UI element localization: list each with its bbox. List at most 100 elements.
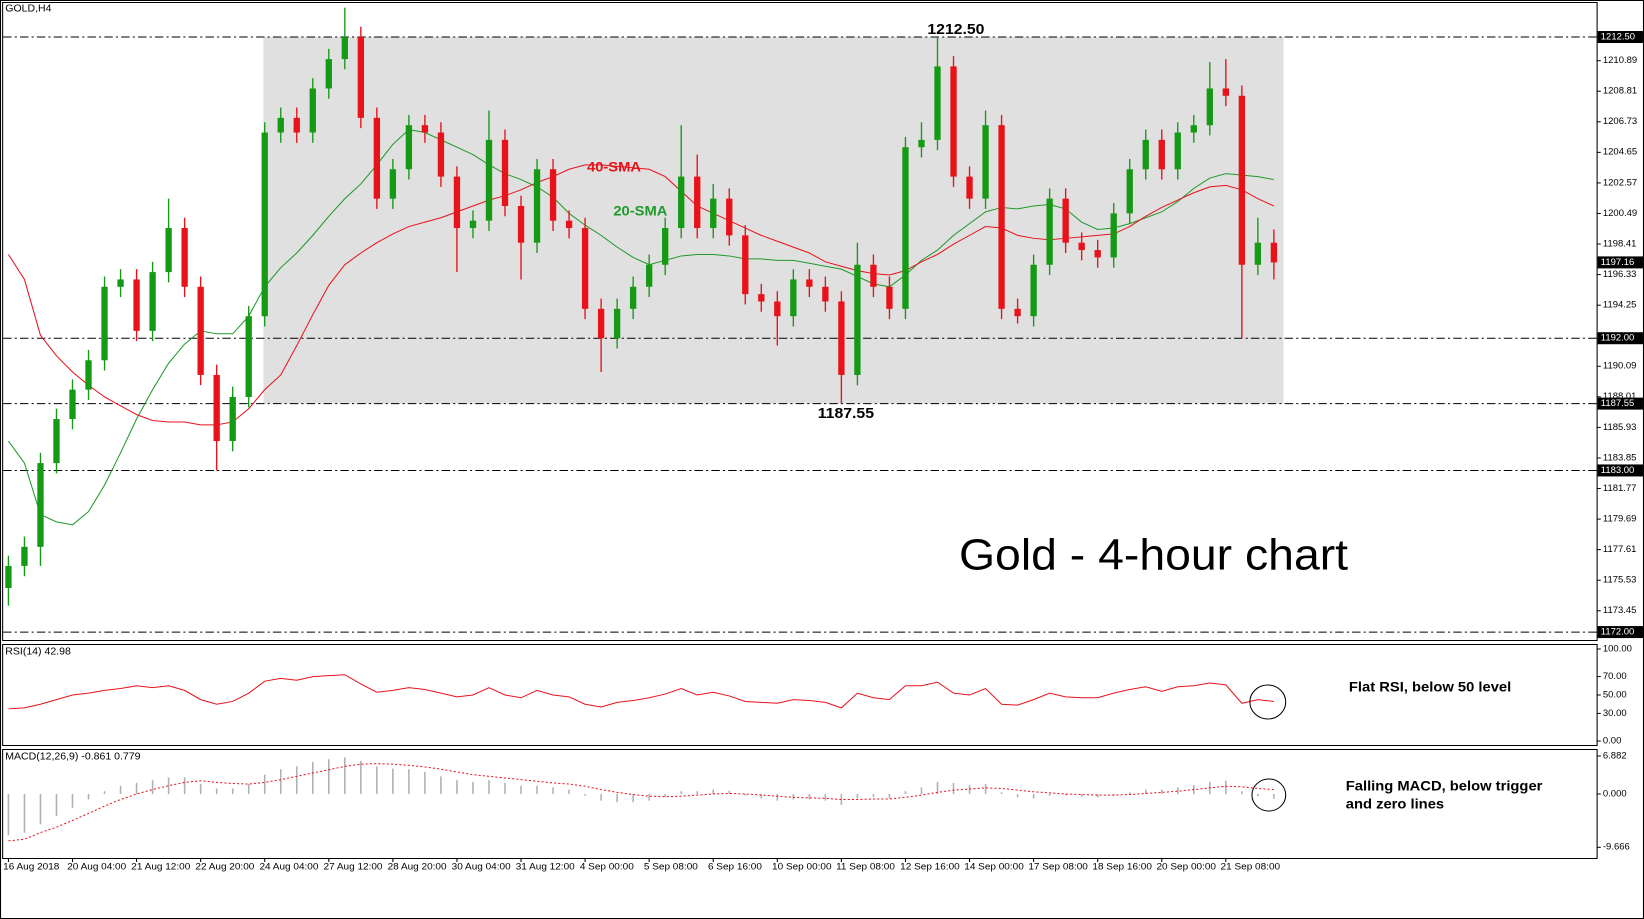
- rsi-title: RSI(14) 42.98: [5, 647, 71, 658]
- level-label: 1192.00: [1601, 333, 1635, 343]
- candle-body: [1270, 242, 1278, 263]
- x-tick-label: 27 Aug 12:00: [324, 862, 384, 873]
- candle-body: [597, 308, 605, 339]
- candle-body: [69, 389, 76, 420]
- x-tick-label: 18 Sep 16:00: [1092, 862, 1152, 873]
- candle-body: [1174, 132, 1181, 170]
- candle-body: [1190, 125, 1197, 133]
- x-tick-label: 22 Aug 20:00: [195, 862, 255, 873]
- level-box: [1597, 397, 1643, 410]
- y-tick-label: 1175.53: [1603, 575, 1637, 585]
- candle-body: [982, 125, 989, 199]
- x-tick-label: 10 Sep 00:00: [772, 862, 832, 873]
- macd-title: MACD(12,26,9) -0.861 0.779: [5, 752, 141, 763]
- y-tick-label: -9.666: [1603, 842, 1630, 852]
- candle-body: [1222, 88, 1229, 96]
- candle-body: [5, 565, 12, 588]
- y-tick-label: 100.00: [1603, 644, 1632, 654]
- candle-body: [1030, 264, 1037, 317]
- candle-body: [133, 279, 140, 331]
- candle-body: [870, 264, 877, 287]
- x-tick-label: 12 Sep 16:00: [900, 862, 960, 873]
- y-tick-label: 1196.33: [1603, 269, 1637, 279]
- y-tick-label: 1177.61: [1603, 544, 1637, 554]
- candle-body: [1014, 308, 1021, 317]
- x-tick-label: 30 Aug 04:00: [452, 862, 512, 873]
- candle-body: [678, 176, 685, 229]
- candle-body: [613, 308, 621, 339]
- y-tick-label: 1183.85: [1603, 453, 1637, 463]
- candle-body: [886, 286, 893, 309]
- candle-body: [934, 66, 941, 140]
- y-tick-label: 1185.93: [1603, 422, 1637, 432]
- candle-body: [581, 228, 589, 309]
- y-tick-label: 1206.73: [1603, 116, 1637, 126]
- candle-body: [1238, 95, 1246, 265]
- candle-body: [437, 132, 445, 177]
- candle-body: [742, 235, 749, 295]
- y-tick-label: 1188.01: [1603, 391, 1637, 401]
- candle-body: [181, 228, 188, 287]
- candle-body: [1094, 250, 1101, 258]
- candle-body: [165, 228, 172, 273]
- last-price-label: 1197.16: [1601, 257, 1635, 267]
- y-tick-label: 1204.65: [1603, 147, 1637, 157]
- candle-body: [998, 125, 1005, 309]
- candle-body: [1158, 139, 1165, 170]
- high-annotation: 1212.50: [927, 21, 984, 38]
- candle-body: [405, 125, 413, 170]
- candle-body: [1126, 169, 1133, 214]
- y-tick-label: 0.000: [1603, 789, 1627, 799]
- y-tick-label: 1179.69: [1603, 514, 1637, 524]
- candle-body: [117, 279, 124, 287]
- candle-body: [245, 316, 252, 397]
- x-tick-label: 16 Aug 2018: [3, 862, 59, 873]
- x-tick-label: 4 Sep 00:00: [580, 862, 635, 873]
- candle-body: [694, 176, 701, 229]
- candle-body: [1110, 213, 1117, 258]
- candle-body: [309, 88, 316, 133]
- y-tick-label: 1200.49: [1603, 208, 1637, 218]
- candle-body: [197, 286, 204, 375]
- candle-body: [565, 220, 573, 229]
- y-tick-label: 1173.45: [1603, 605, 1637, 615]
- candle-body: [453, 176, 461, 229]
- x-tick-label: 20 Aug 04:00: [67, 862, 127, 873]
- x-tick-label: 5 Sep 08:00: [644, 862, 699, 873]
- candle-body: [325, 59, 332, 89]
- candle-body: [501, 139, 509, 206]
- candle-body: [229, 396, 236, 442]
- y-tick-label: 1194.25: [1603, 300, 1637, 310]
- level-label: 1212.50: [1601, 32, 1635, 42]
- candle-body: [806, 279, 813, 287]
- candle-body: [726, 198, 733, 236]
- macd-annotation: Falling MACD, below trigger: [1346, 779, 1543, 795]
- candle-body: [1206, 88, 1213, 126]
- x-tick-label: 24 Aug 04:00: [259, 862, 319, 873]
- candle-body: [646, 264, 653, 287]
- x-tick-label: 17 Sep 08:00: [1028, 862, 1088, 873]
- level-box: [1597, 332, 1643, 345]
- level-label: 1183.00: [1601, 465, 1635, 475]
- x-tick-label: 6 Sep 16:00: [708, 862, 763, 873]
- candle-body: [854, 264, 861, 375]
- y-tick-label: 50.00: [1603, 690, 1627, 700]
- low-annotation: 1187.55: [818, 405, 875, 422]
- y-tick-label: 6.882: [1603, 751, 1627, 761]
- y-tick-label: 1208.81: [1603, 86, 1637, 96]
- candle-body: [902, 147, 909, 309]
- level-box: [1597, 31, 1643, 44]
- candle-body: [918, 139, 925, 148]
- x-tick-label: 31 Aug 12:00: [516, 862, 576, 873]
- candle-body: [822, 286, 829, 302]
- macd-annotation: and zero lines: [1346, 797, 1444, 813]
- candle-body: [37, 463, 44, 547]
- candle-body: [149, 272, 156, 331]
- x-tick-label: 20 Sep 00:00: [1156, 862, 1216, 873]
- candle-body: [341, 37, 348, 60]
- candle-body: [549, 169, 557, 221]
- candle-body: [966, 176, 973, 199]
- candle-body: [662, 228, 669, 265]
